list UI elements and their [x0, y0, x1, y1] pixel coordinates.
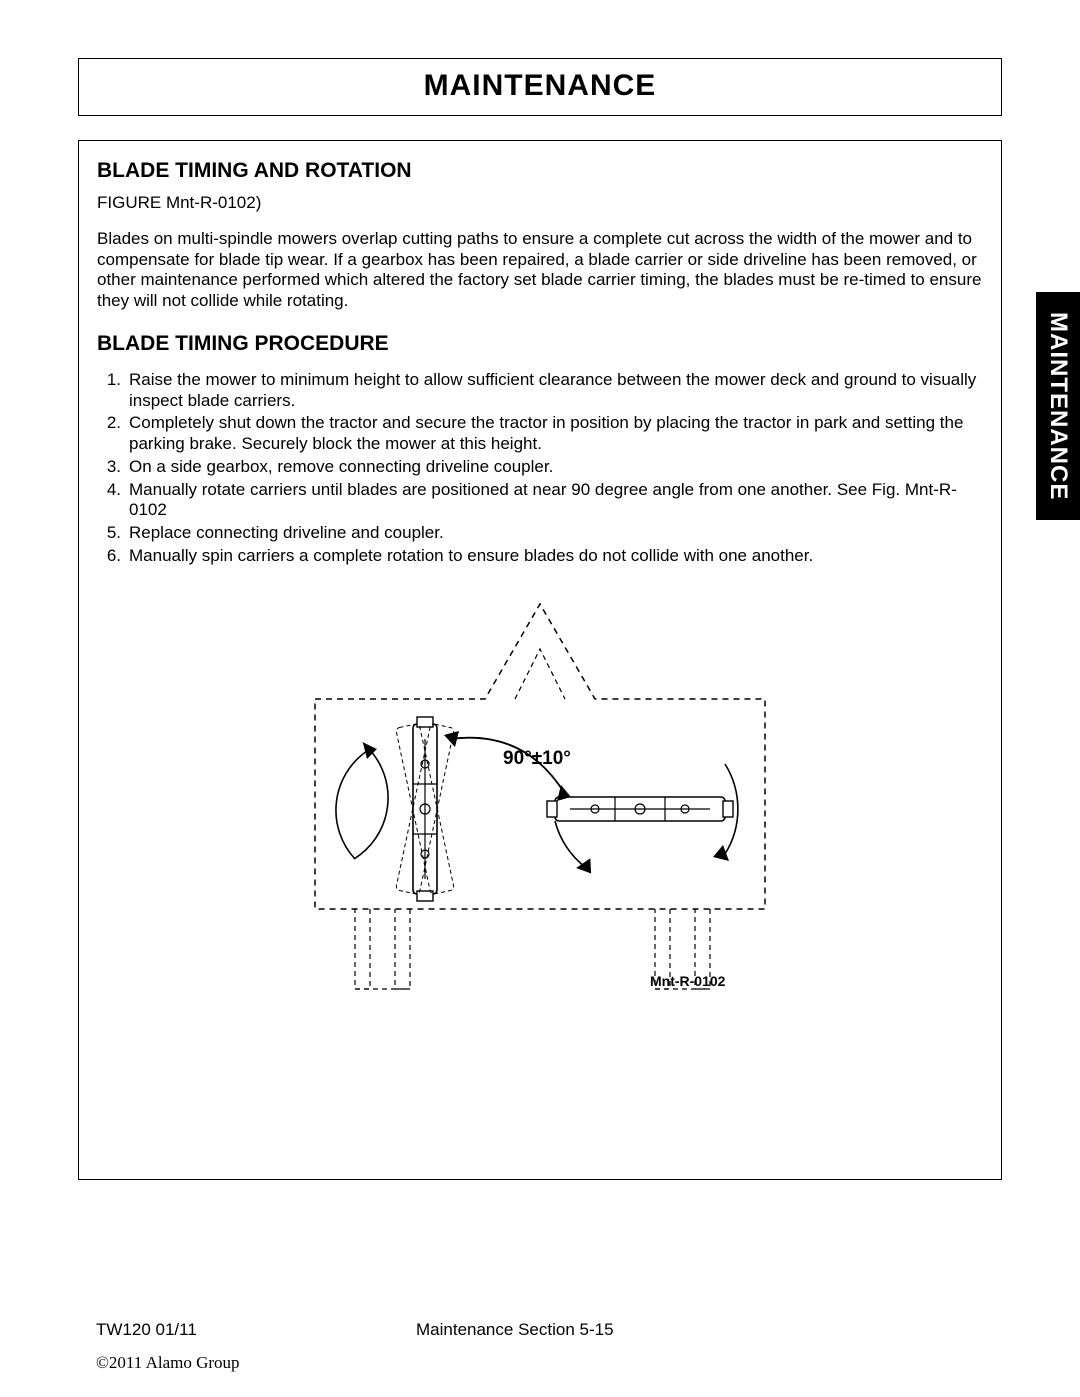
- page-title: MAINTENANCE: [79, 69, 1001, 103]
- procedure-step: 5.Replace connecting driveline and coupl…: [123, 523, 983, 544]
- section2-heading: BLADE TIMING PROCEDURE: [97, 332, 983, 356]
- step-number: 2.: [97, 413, 121, 434]
- left-blade-icon: [413, 717, 437, 901]
- step-number: 3.: [97, 457, 121, 478]
- section1-heading: BLADE TIMING AND ROTATION: [97, 159, 983, 183]
- angle-label: 90°±10°: [503, 748, 571, 769]
- title-box: MAINTENANCE: [78, 58, 1002, 116]
- diagram-wrap: 90°±10° Mnt-R-0102: [97, 589, 983, 1039]
- blade-timing-diagram: 90°±10° Mnt-R-0102: [255, 589, 825, 1039]
- step-text: Raise the mower to minimum height to all…: [129, 370, 976, 410]
- content-box: BLADE TIMING AND ROTATION FIGURE Mnt-R-0…: [78, 140, 1002, 1180]
- footer-left: TW120 01/11: [96, 1320, 346, 1340]
- side-tab-label: MAINTENANCE: [1044, 312, 1072, 500]
- step-number: 6.: [97, 546, 121, 567]
- procedure-step: 3.On a side gearbox, remove connecting d…: [123, 457, 983, 478]
- section1-figure-ref: FIGURE Mnt-R-0102): [97, 193, 983, 213]
- footer-row: TW120 01/11 Maintenance Section 5-15: [96, 1320, 984, 1340]
- procedure-list: 1. Raise the mower to minimum height to a…: [97, 370, 983, 567]
- step-number: 4.: [97, 480, 121, 501]
- step-text: Replace connecting driveline and coupler…: [129, 523, 444, 542]
- procedure-step: 4.Manually rotate carriers until blades …: [123, 480, 983, 521]
- step-text: Manually spin carriers a complete rotati…: [129, 546, 813, 565]
- procedure-step: 1.Raise the mower to minimum height to a…: [123, 370, 983, 411]
- procedure-step: 6.Manually spin carriers a complete rota…: [123, 546, 983, 567]
- step-text: Manually rotate carriers until blades ar…: [129, 480, 957, 520]
- procedure-step: 2.Completely shut down the tractor and s…: [123, 413, 983, 454]
- section1-paragraph: Blades on multi-spindle mowers overlap c…: [97, 229, 983, 312]
- step-number: 1.: [97, 370, 121, 391]
- copyright: ©2011 Alamo Group: [96, 1353, 240, 1373]
- footer-center: Maintenance Section 5-15: [346, 1320, 984, 1340]
- step-text: Completely shut down the tractor and sec…: [129, 413, 963, 453]
- step-text: On a side gearbox, remove connecting dri…: [129, 457, 553, 476]
- side-tab: MAINTENANCE: [1036, 292, 1080, 520]
- figure-id-label: Mnt-R-0102: [650, 973, 726, 989]
- step-number: 5.: [97, 523, 121, 544]
- right-blade-icon: [547, 797, 733, 821]
- page: MAINTENANCE BLADE TIMING AND ROTATION FI…: [78, 58, 1002, 1180]
